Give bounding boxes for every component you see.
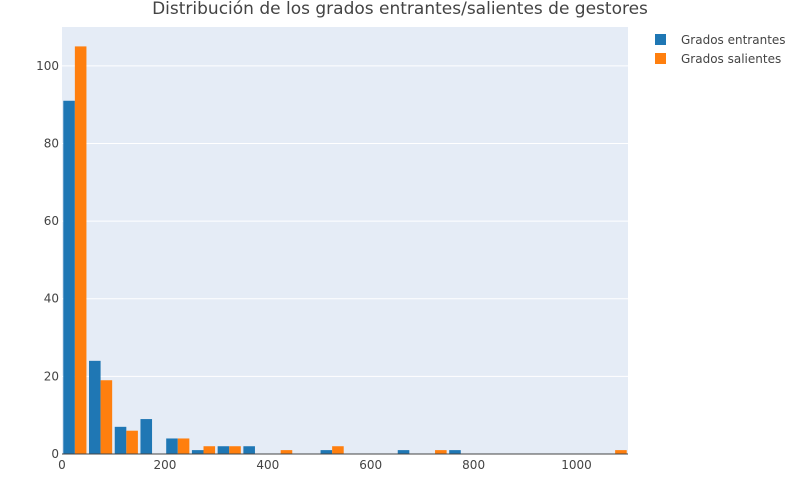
x-tick-label: 1000 xyxy=(561,458,592,472)
y-tick-label: 80 xyxy=(44,136,59,150)
plot-background xyxy=(62,27,628,454)
y-tick-label: 60 xyxy=(44,214,59,228)
bars xyxy=(63,46,627,455)
bar xyxy=(449,450,461,454)
x-tick-label: 400 xyxy=(256,458,279,472)
y-axis-ticks: 0 20 40 60 80 100 xyxy=(36,59,59,461)
legend-label: Grados entrantes xyxy=(681,33,786,47)
bar xyxy=(435,450,447,454)
legend-swatch xyxy=(655,53,666,64)
gridlines xyxy=(62,65,628,377)
bar xyxy=(280,450,293,454)
bar xyxy=(74,46,87,455)
legend-swatch xyxy=(655,34,666,45)
x-tick-label: 600 xyxy=(359,458,382,472)
y-tick-label: 40 xyxy=(44,292,59,306)
bar xyxy=(166,438,178,454)
x-tick-label: 200 xyxy=(153,458,176,472)
bar xyxy=(615,450,627,454)
bar xyxy=(114,426,127,454)
bar xyxy=(89,360,101,454)
bar xyxy=(100,380,113,454)
bar xyxy=(229,446,241,454)
bar xyxy=(332,446,344,454)
chart-title: Distribución de los grados entrantes/sal… xyxy=(152,0,648,19)
bar xyxy=(63,100,75,454)
bar xyxy=(320,450,333,454)
x-tick-label: 800 xyxy=(462,458,485,472)
legend: Grados entrantes Grados salientes xyxy=(655,33,786,66)
bar xyxy=(243,446,255,454)
bar xyxy=(140,419,153,454)
y-tick-label: 20 xyxy=(44,369,59,383)
bar xyxy=(397,450,410,454)
legend-label: Grados salientes xyxy=(681,52,781,66)
bar xyxy=(203,446,216,454)
x-tick-label: 0 xyxy=(58,458,66,472)
y-tick-label: 100 xyxy=(36,59,59,73)
bar xyxy=(191,450,204,454)
bar xyxy=(177,438,190,454)
bar xyxy=(217,446,230,454)
x-axis-ticks: 0 200 400 600 800 1000 xyxy=(58,458,592,472)
bar xyxy=(126,430,138,454)
y-tick-label: 0 xyxy=(51,447,59,461)
